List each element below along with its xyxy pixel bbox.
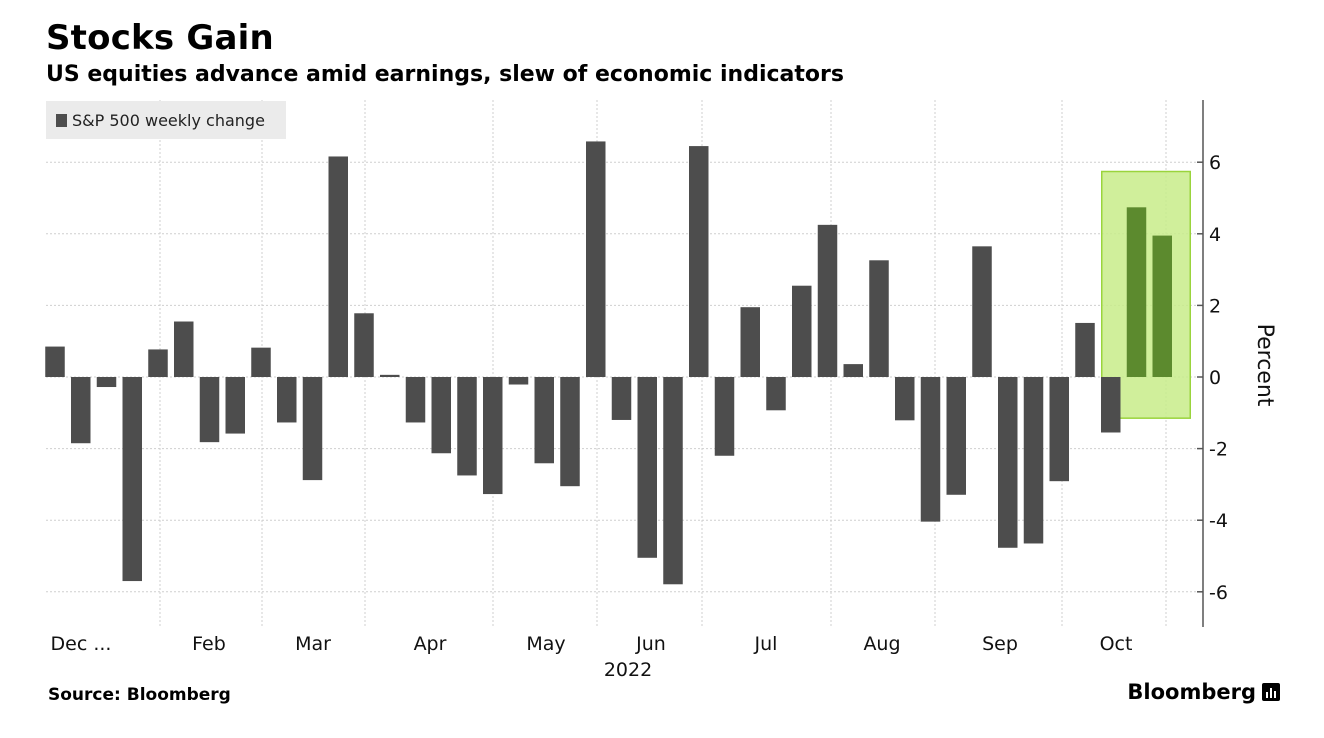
bar: [45, 346, 65, 377]
legend-label: S&P 500 weekly change: [72, 111, 265, 130]
y-axis: -6 -4 -2 0 2 4 6 Percent: [1197, 100, 1277, 627]
bar: [1023, 377, 1044, 544]
grid-lines: [46, 100, 1200, 627]
bar: [611, 377, 632, 420]
legend-swatch: [56, 114, 67, 127]
bar: [740, 307, 760, 377]
bar: [251, 347, 271, 377]
y-tick-label: 4: [1209, 224, 1221, 246]
x-tick-label: Dec ...: [51, 633, 112, 655]
y-tick-label: -2: [1209, 439, 1228, 461]
bar: [1126, 207, 1147, 377]
bar: [1049, 377, 1069, 482]
legend: S&P 500 weekly change: [46, 101, 286, 139]
y-tick-label: 6: [1209, 152, 1221, 174]
bar: [972, 246, 992, 377]
bar: [637, 377, 657, 558]
source-note: Source: Bloomberg: [48, 685, 231, 705]
bar: [1101, 377, 1121, 433]
y-axis-label: Percent: [1252, 324, 1277, 407]
bar: [869, 260, 889, 377]
bar: [431, 377, 451, 454]
bar: [174, 321, 194, 377]
bar: [946, 377, 966, 495]
y-tick-label: -6: [1209, 582, 1228, 604]
bar: [792, 285, 812, 377]
bar: [405, 377, 426, 423]
bars: [45, 141, 1172, 585]
x-tick-label: Aug: [863, 633, 900, 655]
y-tick-label: 2: [1209, 295, 1221, 317]
bar: [998, 377, 1018, 548]
bar: [122, 377, 142, 582]
x-tick-label: Jun: [635, 633, 666, 655]
x-tick-label: Sep: [982, 633, 1018, 655]
bar: [843, 364, 863, 377]
bar: [714, 377, 735, 456]
x-tick-label: Mar: [295, 633, 331, 655]
bar: [508, 377, 529, 385]
bar: [71, 377, 91, 444]
bar: [817, 224, 838, 377]
chart-title: Stocks Gain: [46, 18, 274, 58]
chart-subtitle: US equities advance amid earnings, slew …: [46, 62, 844, 87]
bar: [1075, 322, 1095, 377]
bar: [483, 377, 503, 495]
y-tick-label: 0: [1209, 367, 1221, 389]
x-tick-label: Apr: [414, 633, 447, 655]
bar: [225, 377, 245, 434]
x-tick-label: Feb: [192, 633, 226, 655]
bar: [277, 377, 297, 423]
bar: [895, 377, 915, 421]
bar: [689, 146, 709, 377]
brand-logo: Bloomberg: [1127, 680, 1280, 704]
bar: [766, 377, 786, 411]
bar: [380, 374, 400, 377]
x-axis: Dec ... Feb Mar Apr May Jun Jul Aug Sep Oct 2022: [51, 633, 1133, 681]
brand-name: Bloomberg: [1127, 680, 1256, 704]
bar: [328, 156, 348, 377]
bar: [96, 377, 117, 388]
x-tick-label: May: [526, 633, 565, 655]
bar: [663, 377, 683, 585]
x-tick-label: Oct: [1100, 633, 1133, 655]
bar: [534, 377, 554, 464]
x-tick-label: Jul: [754, 633, 778, 655]
bar: [586, 141, 606, 377]
legend-box: [46, 101, 286, 139]
bar: [920, 377, 941, 522]
bar: [457, 377, 477, 476]
y-tick-label: -4: [1209, 510, 1228, 532]
bar: [302, 377, 323, 481]
x-year-label: 2022: [604, 659, 652, 681]
bar: [148, 349, 168, 377]
bar: [354, 313, 374, 377]
bar: [199, 377, 220, 443]
bar: [560, 377, 580, 487]
bar: [1152, 235, 1172, 377]
bloomberg-mark-icon: [1262, 683, 1280, 701]
